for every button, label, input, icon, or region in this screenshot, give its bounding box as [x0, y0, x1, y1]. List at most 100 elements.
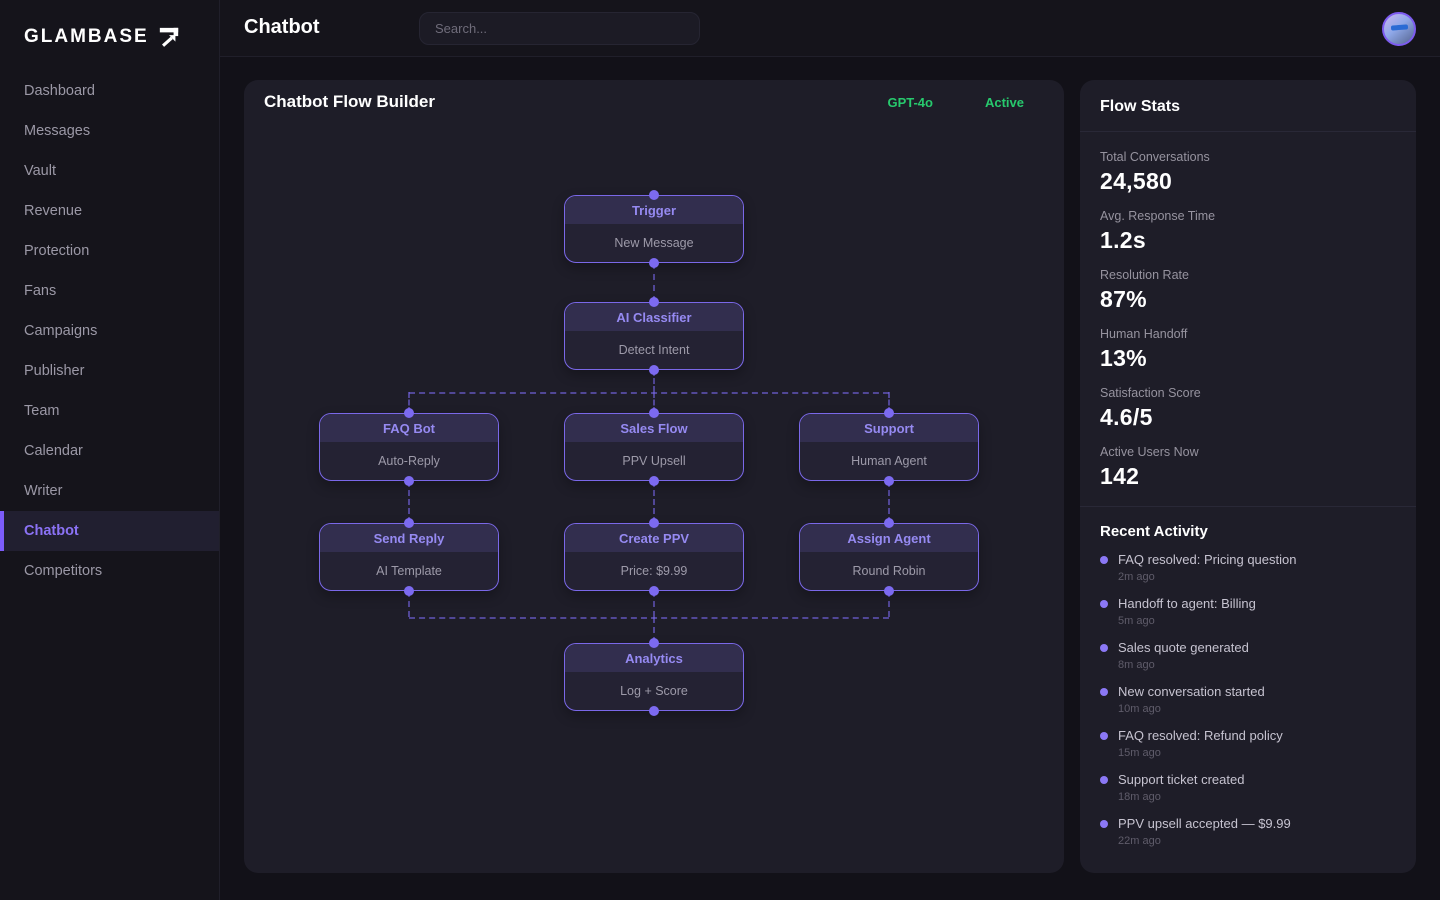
activity-time: 8m ago — [1118, 659, 1155, 671]
connector-dot-top[interactable] — [404, 518, 414, 528]
connector-dot-top[interactable] — [404, 408, 414, 418]
node-box: Analytics Log + Score — [564, 643, 744, 711]
recent-activity-title: Recent Activity — [1100, 523, 1208, 540]
node-subtitle: Round Robin — [852, 563, 926, 578]
flow-connector — [888, 392, 890, 413]
sidebar-item-vault[interactable]: Vault — [24, 163, 56, 179]
node-title: Sales Flow — [565, 414, 743, 442]
flow-node-sales-flow[interactable]: Sales Flow PPV Upsell — [564, 408, 744, 486]
activity-text: PPV upsell accepted — $9.99 — [1118, 816, 1291, 831]
node-subtitle: PPV Upsell — [622, 453, 686, 468]
activity-text: Sales quote generated — [1118, 640, 1249, 655]
flow-node-ai-classifier[interactable]: AI Classifier Detect Intent — [564, 297, 744, 375]
sidebar-item-competitors[interactable]: Competitors — [24, 563, 103, 579]
topbar: Chatbot — [220, 0, 1440, 57]
search-input[interactable] — [419, 12, 700, 45]
node-title: Create PPV — [565, 524, 743, 552]
sidebar-item-fans[interactable]: Fans — [24, 283, 57, 299]
connector-dot-top[interactable] — [884, 518, 894, 528]
connector-dot-top[interactable] — [649, 297, 659, 307]
connector-dot-bottom[interactable] — [404, 586, 414, 596]
activity-item: Support ticket created 18m ago — [1080, 772, 1416, 803]
stat-label: Total Conversations — [1100, 150, 1210, 164]
node-subtitle: AI Template — [376, 563, 442, 578]
node-title: Trigger — [565, 196, 743, 224]
flow-connector — [653, 370, 655, 392]
flow-builder-card: Chatbot Flow Builder GPT-4o Active Trigg… — [244, 80, 1064, 873]
node-subtitle: New Message — [614, 235, 694, 250]
activity-item: New conversation started 10m ago — [1080, 684, 1416, 715]
sidebar-item-writer[interactable]: Writer — [24, 483, 63, 499]
flow-node-trigger[interactable]: Trigger New Message — [564, 190, 744, 268]
stats-list: Total Conversations 24,580 Avg. Response… — [1080, 132, 1416, 506]
user-avatar[interactable] — [1382, 12, 1416, 46]
node-subtitle: Auto-Reply — [378, 453, 440, 468]
activity-list: FAQ resolved: Pricing question 2m ago Ha… — [1080, 552, 1416, 847]
stat-value: 13% — [1100, 345, 1147, 371]
sidebar-item-chatbot[interactable]: Chatbot — [0, 511, 219, 551]
activity-item: Handoff to agent: Billing 5m ago — [1080, 596, 1416, 627]
stat-label: Active Users Now — [1100, 445, 1199, 459]
connector-dot-top[interactable] — [649, 518, 659, 528]
flow-node-faq-bot[interactable]: FAQ Bot Auto-Reply — [319, 408, 499, 486]
flow-connector — [408, 591, 410, 617]
flow-node-analytics[interactable]: Analytics Log + Score — [564, 638, 744, 716]
sidebar-item-dashboard[interactable]: Dashboard — [24, 83, 95, 99]
connector-dot-bottom[interactable] — [649, 586, 659, 596]
node-title: Send Reply — [320, 524, 498, 552]
stat-value: 24,580 — [1100, 168, 1173, 194]
connector-dot-top[interactable] — [649, 190, 659, 200]
connector-dot-bottom[interactable] — [649, 706, 659, 716]
activity-bullet-icon — [1100, 556, 1108, 564]
connector-dot-bottom[interactable] — [649, 258, 659, 268]
node-box: Create PPV Price: $9.99 — [564, 523, 744, 591]
flow-node-send-reply[interactable]: Send Reply AI Template — [319, 518, 499, 596]
sidebar-item-publisher[interactable]: Publisher — [24, 363, 85, 379]
flow-badges: GPT-4o Active — [887, 95, 1024, 110]
activity-text: FAQ resolved: Pricing question — [1118, 552, 1297, 567]
flow-stats-panel: Flow Stats Total Conversations 24,580 Av… — [1080, 80, 1416, 873]
flow-connector — [888, 591, 890, 617]
stat-label: Satisfaction Score — [1100, 386, 1201, 400]
sidebar-item-campaigns[interactable]: Campaigns — [24, 323, 98, 339]
stat-value: 1.2s — [1100, 227, 1146, 253]
sidebar-item-revenue[interactable]: Revenue — [24, 203, 83, 219]
stat-human-handoff: Human Handoff 13% — [1100, 327, 1396, 372]
sidebar-item-protection[interactable]: Protection — [24, 243, 90, 259]
page-title: Chatbot — [244, 16, 320, 38]
connector-dot-bottom[interactable] — [649, 476, 659, 486]
activity-item: Sales quote generated 8m ago — [1080, 640, 1416, 671]
flow-connector — [408, 481, 410, 523]
glambase-logo[interactable]: GLAMBASE — [0, 0, 219, 57]
activity-bullet-icon — [1100, 644, 1108, 652]
stat-label: Avg. Response Time — [1100, 209, 1216, 223]
node-box: AI Classifier Detect Intent — [564, 302, 744, 370]
activity-bullet-icon — [1100, 732, 1108, 740]
activity-text: Support ticket created — [1118, 772, 1245, 787]
sidebar-item-team[interactable]: Team — [24, 403, 60, 419]
sidebar-item-calendar[interactable]: Calendar — [24, 443, 83, 459]
sidebar-nav: Dashboard Messages Vault Revenue Protect… — [0, 57, 219, 591]
activity-time: 10m ago — [1118, 703, 1161, 715]
node-title: Analytics — [565, 644, 743, 672]
flow-node-create-ppv[interactable]: Create PPV Price: $9.99 — [564, 518, 744, 596]
activity-text: New conversation started — [1118, 684, 1265, 699]
divider — [1080, 506, 1416, 507]
stat-total-conversations: Total Conversations 24,580 — [1100, 150, 1396, 195]
activity-time: 2m ago — [1118, 571, 1155, 583]
connector-dot-bottom[interactable] — [649, 365, 659, 375]
connector-dot-top[interactable] — [649, 638, 659, 648]
sidebar-item-messages[interactable]: Messages — [24, 123, 91, 139]
connector-dot-bottom[interactable] — [404, 476, 414, 486]
activity-time: 22m ago — [1118, 835, 1161, 847]
node-box: FAQ Bot Auto-Reply — [319, 413, 499, 481]
connector-dot-top[interactable] — [649, 408, 659, 418]
flow-connector — [653, 392, 655, 413]
connector-dot-bottom[interactable] — [884, 586, 894, 596]
stat-active-users-now: Active Users Now 142 — [1100, 445, 1396, 490]
glambase-arrow-icon — [158, 26, 180, 48]
connector-dot-top[interactable] — [884, 408, 894, 418]
flow-node-support[interactable]: Support Human Agent — [799, 408, 979, 486]
flow-node-assign-agent[interactable]: Assign Agent Round Robin — [799, 518, 979, 596]
connector-dot-bottom[interactable] — [884, 476, 894, 486]
